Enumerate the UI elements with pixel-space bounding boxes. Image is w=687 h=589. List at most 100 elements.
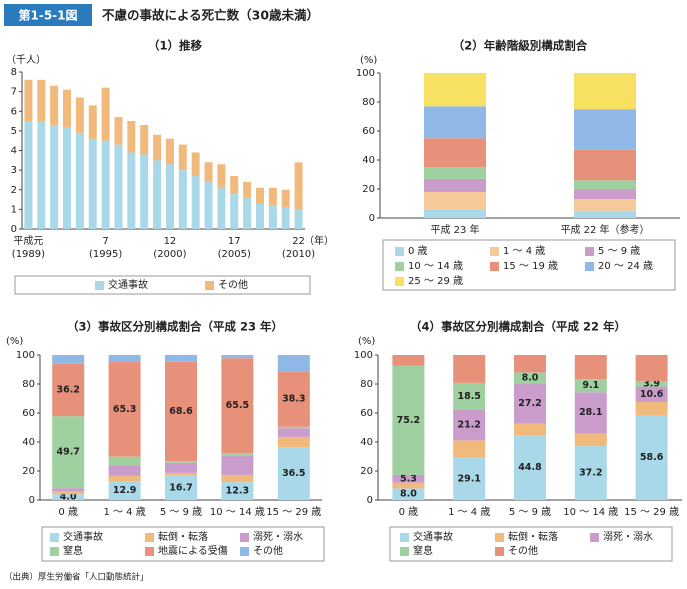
legend-swatch: [50, 533, 59, 542]
bar-segment: [635, 386, 668, 402]
bar-segment: [178, 170, 187, 229]
bar-segment: [453, 440, 486, 458]
bar-segment: [574, 73, 636, 110]
bar-segment: [153, 160, 162, 229]
value-label: 12.9: [113, 485, 136, 496]
legend-swatch: [495, 533, 504, 542]
x-tick-label: 15 ～ 29 歳: [624, 506, 679, 518]
bar-segment: [635, 401, 668, 416]
value-label: 37.2: [579, 468, 602, 479]
bar-segment: [52, 491, 85, 495]
bar-segment: [574, 180, 636, 189]
bar-segment: [453, 457, 486, 500]
legend-box: [41, 526, 325, 562]
bar-segment: [52, 494, 85, 500]
chart-title: （3）事故区分別構成割合（平成 23 年）: [67, 320, 283, 334]
bar-segment: [424, 73, 486, 107]
bar-segment: [204, 162, 213, 182]
bar-segment: [153, 134, 162, 161]
value-label: 18.5: [457, 391, 480, 402]
y-tick-label: 0: [367, 495, 373, 506]
bar-segment: [453, 355, 486, 383]
source: （出典）厚生労働省「人口動態統計」: [4, 572, 149, 583]
value-label: 65.5: [226, 400, 249, 411]
y-tick-label: 100: [354, 350, 373, 361]
bar-segment: [63, 89, 72, 127]
x-tick-label: 1 ～ 4 歳: [103, 506, 145, 518]
value-label: 38.3: [282, 394, 305, 405]
bar-segment: [243, 181, 252, 198]
bar-segment: [255, 187, 264, 204]
bar-segment: [277, 426, 310, 429]
bar-segment: [127, 152, 136, 229]
x-tick-label: 5 ～ 9 歳: [160, 506, 202, 518]
bar-segment: [165, 361, 197, 462]
bar-segment: [178, 144, 187, 171]
y-tick-label: 100: [356, 68, 375, 79]
bar-segment: [108, 456, 141, 466]
chart-title: （4）事故区分別構成割合（平成 22 年）: [410, 320, 626, 334]
y-unit: （千人）: [6, 54, 46, 66]
value-label: 28.1: [579, 407, 602, 418]
y-tick-label: 60: [362, 126, 375, 137]
legend-label: 10 ～ 14 歳: [408, 260, 463, 272]
legend-swatch: [240, 533, 249, 542]
bar-segment: [243, 197, 252, 229]
x-tick-label: 0 歳: [58, 506, 78, 518]
bar-segment: [108, 481, 141, 500]
value-label: 58.6: [640, 452, 664, 463]
y-tick-label: 1: [11, 204, 17, 215]
bar-segment: [514, 355, 546, 373]
value-label: 4.0: [60, 492, 77, 503]
bar-segment: [108, 465, 141, 476]
value-label: 68.6: [169, 406, 193, 417]
bar-segment: [453, 382, 486, 410]
legend-label: 転倒・転落: [158, 531, 208, 543]
bar-segment: [574, 210, 636, 218]
bar-segment: [165, 472, 197, 476]
bar-segment: [127, 121, 136, 153]
x-tick-label: 平成元: [13, 235, 43, 247]
y-tick-label: 80: [22, 379, 35, 390]
x-tick-label: 平成 22 年（参考）: [560, 223, 649, 236]
bar-segment: [281, 189, 290, 208]
chart-title: （1）推移: [148, 39, 203, 53]
y-tick-label: 100: [16, 350, 35, 361]
bar-segment: [221, 355, 254, 359]
chart-title: （2）年齢階級別構成割合: [453, 39, 588, 53]
x-tick-sublabel: (1995): [89, 249, 122, 260]
figure-number: 第1-5-1図: [18, 8, 77, 23]
value-label: 36.5: [282, 468, 305, 479]
x-tick-label: 10 ～ 14 歳: [210, 506, 265, 518]
legend-label: 交通事故: [63, 530, 103, 543]
bar-segment: [140, 124, 149, 155]
value-label: 29.1: [457, 473, 480, 484]
legend-label: 地震による受傷: [158, 544, 228, 557]
bar-segment: [277, 428, 310, 437]
y-tick-label: 40: [22, 437, 35, 448]
y-unit: (%): [358, 336, 375, 347]
value-label: 75.2: [397, 415, 420, 426]
legend-swatch: [490, 262, 499, 271]
bar-segment: [37, 79, 46, 122]
bar-segment: [165, 164, 174, 229]
bar-segment: [221, 456, 254, 475]
legend-label: 溺死・溺水: [603, 531, 653, 543]
x-tick-label: 12: [164, 236, 177, 247]
bar-segment: [191, 152, 200, 177]
y-tick-label: 20: [360, 466, 373, 477]
bar-segment: [221, 474, 254, 483]
legend-label: 転倒・転落: [508, 531, 558, 543]
bar-segment: [52, 416, 85, 489]
value-label: 8.0: [400, 489, 417, 500]
y-tick-label: 80: [362, 97, 375, 108]
value-label: 21.2: [457, 420, 480, 431]
bar-segment: [204, 181, 213, 229]
bar-segment: [574, 392, 607, 434]
bar-segment: [101, 140, 110, 229]
bar-segment: [75, 97, 84, 133]
value-label: 5.3: [400, 473, 417, 484]
legend-swatch: [490, 247, 499, 256]
value-label: 27.2: [518, 398, 541, 409]
